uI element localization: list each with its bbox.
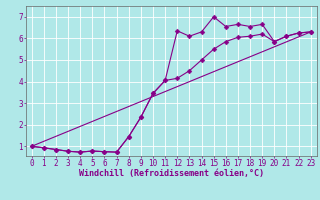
X-axis label: Windchill (Refroidissement éolien,°C): Windchill (Refroidissement éolien,°C) — [79, 169, 264, 178]
